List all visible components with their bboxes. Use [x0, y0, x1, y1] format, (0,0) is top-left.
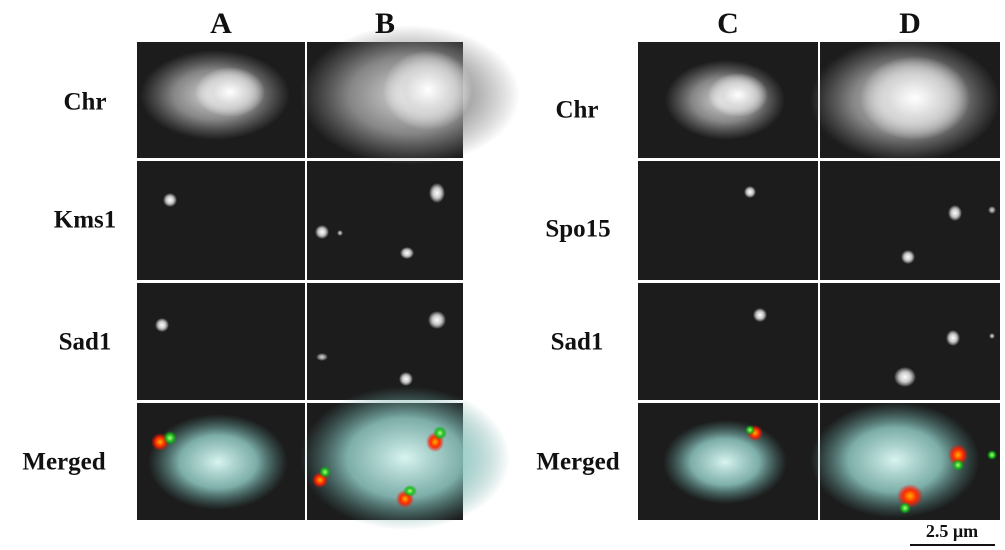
- signal-spot: [428, 311, 446, 329]
- signal-spot: [989, 333, 995, 339]
- signal-spot: [753, 308, 767, 322]
- row-label: Chr: [63, 89, 106, 116]
- signal-spot: [403, 485, 417, 497]
- signal-spot: [399, 372, 413, 386]
- signal-spot: [319, 466, 331, 478]
- signal-spot: [948, 205, 962, 221]
- micrograph: [137, 283, 305, 400]
- row-label: Kms1: [54, 207, 117, 234]
- signal-spot: [860, 56, 970, 140]
- row-label: Chr: [555, 97, 598, 124]
- signal-spot: [433, 426, 447, 440]
- signal-spot: [987, 450, 997, 460]
- row-label: Sad1: [59, 329, 112, 356]
- signal-spot: [663, 420, 787, 504]
- column-label: A: [210, 7, 232, 40]
- signal-spot: [901, 250, 915, 264]
- signal-spot: [148, 414, 288, 510]
- signal-spot: [337, 230, 343, 236]
- row-label: Merged: [22, 449, 105, 476]
- micrograph: [307, 161, 463, 280]
- signal-spot: [300, 386, 510, 530]
- signal-spot: [708, 73, 768, 117]
- row-label: Spo15: [545, 216, 610, 243]
- column-label: B: [375, 7, 395, 40]
- micrograph: [137, 161, 305, 280]
- row-label: Merged: [536, 449, 619, 476]
- signal-spot: [400, 247, 414, 259]
- signal-spot: [195, 67, 265, 117]
- signal-spot: [894, 367, 916, 387]
- signal-spot: [988, 206, 996, 214]
- micrograph: [638, 161, 818, 280]
- signal-spot: [316, 353, 328, 361]
- column-label: D: [899, 7, 921, 40]
- signal-spot: [744, 186, 756, 198]
- signal-spot: [163, 193, 177, 207]
- signal-spot: [155, 318, 169, 332]
- signal-spot: [163, 431, 177, 445]
- signal-spot: [745, 425, 755, 435]
- column-label: C: [717, 7, 739, 40]
- signal-spot: [429, 183, 445, 203]
- signal-spot: [383, 50, 473, 130]
- signal-spot: [946, 330, 960, 346]
- signal-spot: [952, 459, 964, 471]
- micrograph: [638, 283, 818, 400]
- signal-spot: [315, 225, 329, 239]
- micrograph: [307, 283, 463, 400]
- figure: A B C D Chr Kms1 Sad1 Merged Chr Spo15 S…: [0, 0, 1005, 550]
- row-label: Sad1: [551, 329, 604, 356]
- scale-bar-label: 2.5 µm: [926, 521, 978, 541]
- signal-spot: [899, 502, 911, 514]
